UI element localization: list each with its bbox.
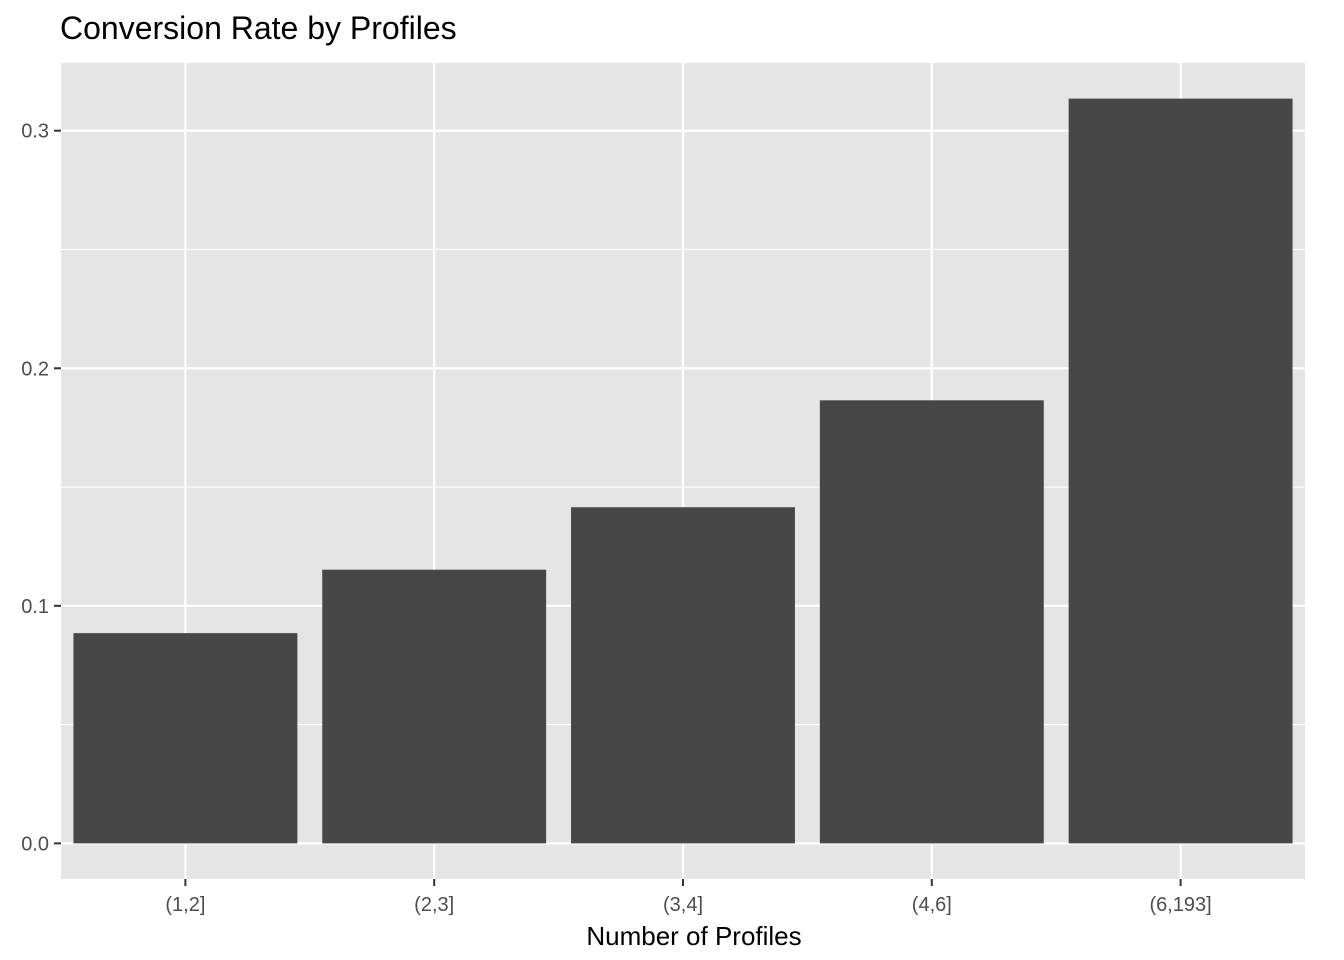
x-axis-title: Number of Profiles (586, 921, 801, 951)
bar (571, 507, 795, 844)
bars (73, 98, 1293, 844)
bar (1068, 98, 1293, 844)
bar (73, 633, 298, 844)
x-tick-label: (2,3] (414, 894, 454, 916)
y-tick-label: 0.1 (21, 596, 49, 618)
x-tick-label: (1,2] (165, 894, 205, 916)
bar (322, 569, 547, 844)
chart-title: Conversion Rate by Profiles (60, 10, 457, 46)
x-tick-label: (3,4] (663, 894, 703, 916)
y-tick-label: 0.2 (21, 358, 49, 380)
y-tick-label: 0.0 (21, 833, 49, 855)
y-axis: 0.0 0.1 0.2 0.3 (21, 121, 61, 855)
bar (819, 400, 1044, 844)
x-tick-label: (4,6] (912, 894, 952, 916)
x-axis: (1,2] (2,3] (3,4] (4,6] (6,193] (165, 879, 1212, 916)
y-tick-label: 0.3 (21, 121, 49, 143)
x-tick-label: (6,193] (1149, 894, 1211, 916)
